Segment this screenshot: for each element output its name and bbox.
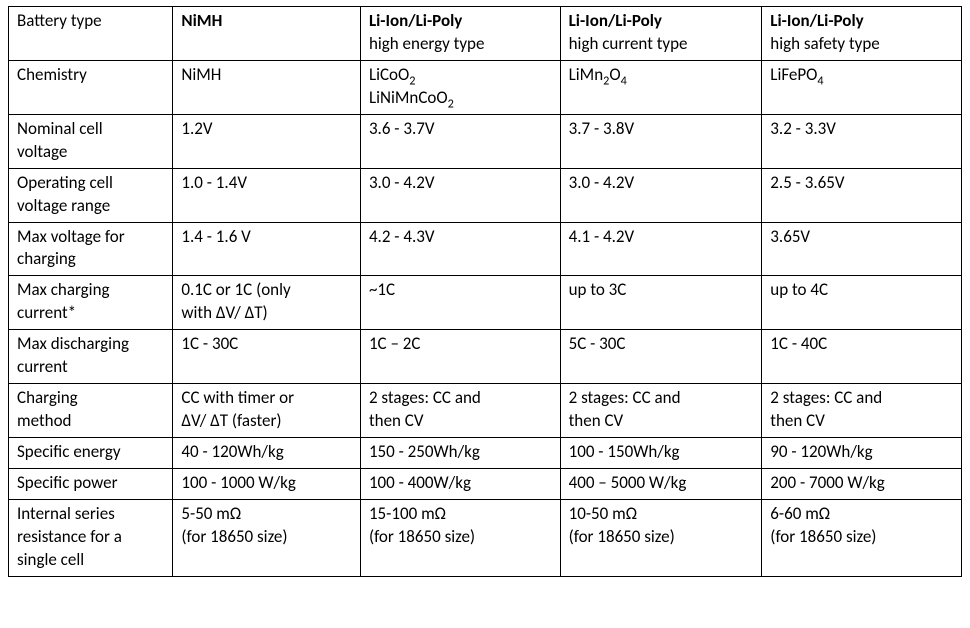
table-row: Max voltage for charging 1.4 - 1.6 V 4.2…	[9, 222, 962, 276]
header-li-current-sub: high current type	[569, 33, 754, 56]
row-maxid-c2: 1C – 2C	[360, 330, 560, 384]
header-li-energy-title: Li-Ion/Li-Poly	[369, 10, 552, 33]
row-se-c2: 150 - 250Wh/kg	[360, 438, 560, 469]
header-li-energy: Li-Ion/Li-Poly high energy type	[360, 7, 560, 61]
row-maxid-c3: 5C - 30C	[560, 330, 762, 384]
row-isr-label: Internal series resistance for a single …	[9, 499, 173, 576]
row-chemistry-c3: LiMn2O4	[560, 60, 762, 114]
row-operating-label: Operating cell voltage range	[9, 168, 173, 222]
table-row: Max discharging current 1C - 30C 1C – 2C…	[9, 330, 962, 384]
table-row: Internal series resistance for a single …	[9, 499, 962, 576]
row-se-c3: 100 - 150Wh/kg	[560, 438, 762, 469]
chem-c2-line1: LiCoO2	[369, 64, 552, 87]
row-isr-c2: 15-100 mΩ (for 18650 size)	[360, 499, 560, 576]
row-operating-c4: 2.5 - 3.65V	[762, 168, 962, 222]
row-maxid-c1: 1C - 30C	[173, 330, 361, 384]
row-chemistry-label: Chemistry	[9, 60, 173, 114]
row-chemistry-c2: LiCoO2 LiNiMnCoO2	[360, 60, 560, 114]
header-li-safety-sub: high safety type	[770, 33, 953, 56]
header-nimh: NiMH	[173, 7, 361, 61]
row-operating-c3: 3.0 - 4.2V	[560, 168, 762, 222]
row-cmethod-label: Charging method	[9, 384, 173, 438]
table-row: Chemistry NiMH LiCoO2 LiNiMnCoO2 LiMn2O4…	[9, 60, 962, 114]
row-isr-c3: 10-50 mΩ (for 18650 size)	[560, 499, 762, 576]
row-cmethod-c3: 2 stages: CC and then CV	[560, 384, 762, 438]
row-se-label: Specific energy	[9, 438, 173, 469]
row-sp-c4: 200 - 7000 W/kg	[762, 468, 962, 499]
row-sp-c1: 100 - 1000 W/kg	[173, 468, 361, 499]
table-row: Max charging current* 0.1C or 1C (only w…	[9, 276, 962, 330]
table-row: Specific power 100 - 1000 W/kg 100 - 400…	[9, 468, 962, 499]
row-maxvc-c4: 3.65V	[762, 222, 962, 276]
row-chemistry-c4: LiFePO4	[762, 60, 962, 114]
row-nominal-label: Nominal cell voltage	[9, 114, 173, 168]
table-row: Charging method CC with timer or ΔV/ ΔT …	[9, 384, 962, 438]
header-label: Battery type	[9, 7, 173, 61]
row-nominal-c2: 3.6 - 3.7V	[360, 114, 560, 168]
row-isr-c4: 6-60 mΩ (for 18650 size)	[762, 499, 962, 576]
row-cmethod-c1: CC with timer or ΔV/ ΔT (faster)	[173, 384, 361, 438]
header-li-energy-sub: high energy type	[369, 33, 552, 56]
header-li-safety-title: Li-Ion/Li-Poly	[770, 10, 953, 33]
row-se-c4: 90 - 120Wh/kg	[762, 438, 962, 469]
row-maxvc-c3: 4.1 - 4.2V	[560, 222, 762, 276]
row-maxic-c3: up to 3C	[560, 276, 762, 330]
table-row: Specific energy 40 - 120Wh/kg 150 - 250W…	[9, 438, 962, 469]
header-nimh-title: NiMH	[181, 10, 352, 33]
row-maxvc-c2: 4.2 - 4.3V	[360, 222, 560, 276]
header-li-current: Li-Ion/Li-Poly high current type	[560, 7, 762, 61]
table-row: Operating cell voltage range 1.0 - 1.4V …	[9, 168, 962, 222]
row-se-c1: 40 - 120Wh/kg	[173, 438, 361, 469]
row-chemistry-c1: NiMH	[173, 60, 361, 114]
row-isr-c1: 5-50 mΩ (for 18650 size)	[173, 499, 361, 576]
row-sp-label: Specific power	[9, 468, 173, 499]
row-maxvc-label: Max voltage for charging	[9, 222, 173, 276]
header-li-current-title: Li-Ion/Li-Poly	[569, 10, 754, 33]
table-row: Battery type NiMH Li-Ion/Li-Poly high en…	[9, 7, 962, 61]
battery-comparison-table: Battery type NiMH Li-Ion/Li-Poly high en…	[8, 6, 962, 577]
header-li-safety: Li-Ion/Li-Poly high safety type	[762, 7, 962, 61]
row-nominal-c4: 3.2 - 3.3V	[762, 114, 962, 168]
row-maxic-label: Max charging current*	[9, 276, 173, 330]
row-maxic-c4: up to 4C	[762, 276, 962, 330]
row-sp-c3: 400 – 5000 W/kg	[560, 468, 762, 499]
row-maxic-c2: ~1C	[360, 276, 560, 330]
row-sp-c2: 100 - 400W/kg	[360, 468, 560, 499]
row-operating-c2: 3.0 - 4.2V	[360, 168, 560, 222]
table-row: Nominal cell voltage 1.2V 3.6 - 3.7V 3.7…	[9, 114, 962, 168]
row-nominal-c1: 1.2V	[173, 114, 361, 168]
battery-table-page: { "table": { "type": "table", "backgroun…	[0, 0, 970, 628]
row-nominal-c3: 3.7 - 3.8V	[560, 114, 762, 168]
row-maxid-label: Max discharging current	[9, 330, 173, 384]
row-maxic-c1: 0.1C or 1C (only with ΔV/ ΔT)	[173, 276, 361, 330]
chem-c2-line2: LiNiMnCoO2	[369, 87, 552, 110]
row-maxvc-c1: 1.4 - 1.6 V	[173, 222, 361, 276]
row-cmethod-c4: 2 stages: CC and then CV	[762, 384, 962, 438]
row-cmethod-c2: 2 stages: CC and then CV	[360, 384, 560, 438]
row-operating-c1: 1.0 - 1.4V	[173, 168, 361, 222]
row-maxid-c4: 1C - 40C	[762, 330, 962, 384]
